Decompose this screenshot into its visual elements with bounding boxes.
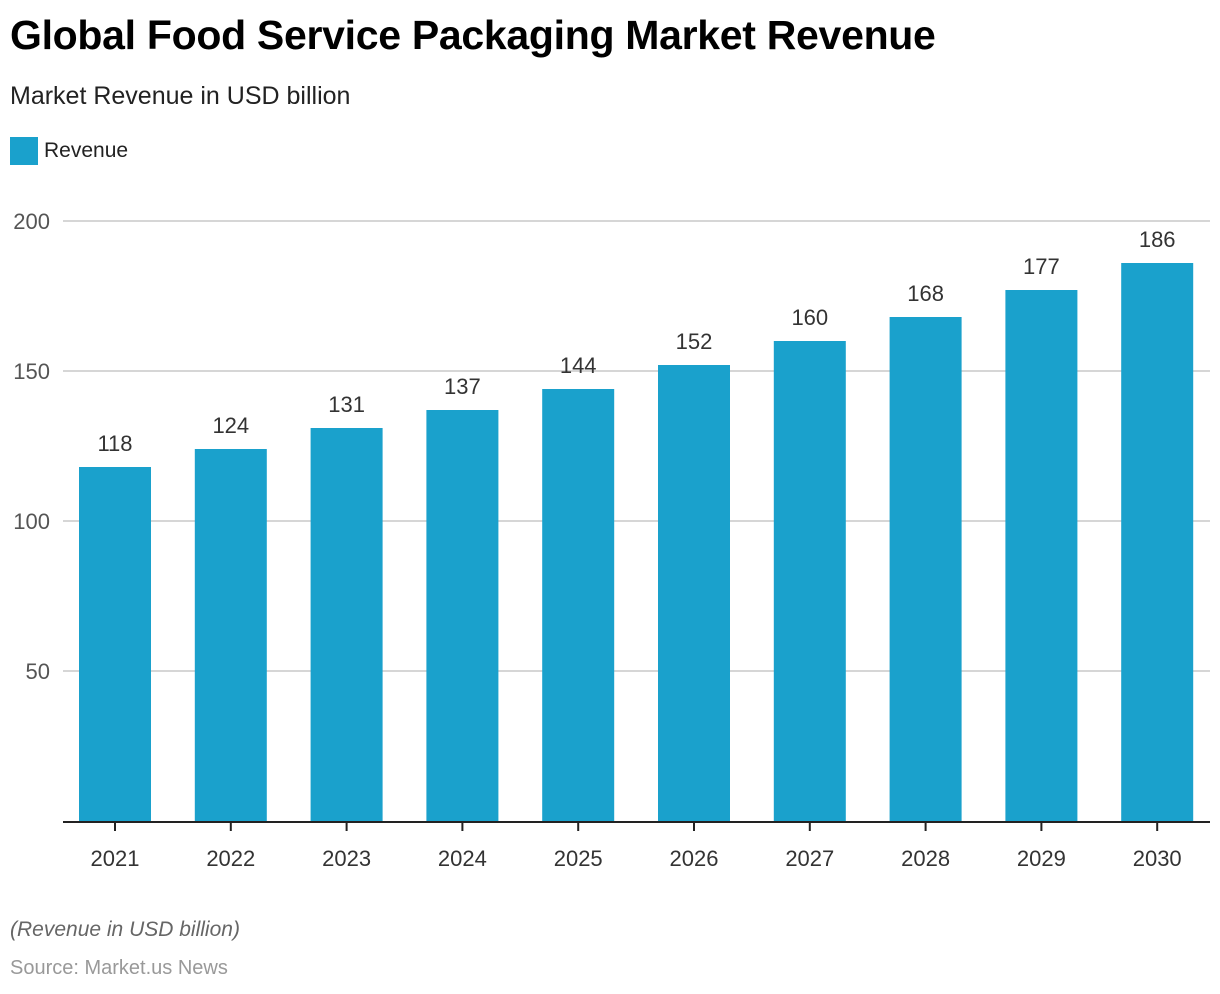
x-axis: 2021 2022 2023 2024 2025 2026 2027 2028 2029 2030 bbox=[63, 821, 1210, 871]
data-label: 160 bbox=[791, 305, 828, 330]
bar bbox=[426, 410, 499, 821]
bar bbox=[773, 341, 846, 821]
data-label: 124 bbox=[212, 413, 249, 438]
data-label: 186 bbox=[1139, 227, 1176, 252]
y-tick-label: 50 bbox=[26, 659, 50, 684]
legend-label: Revenue bbox=[44, 139, 129, 162]
x-tick-label: 2025 bbox=[554, 846, 603, 871]
bar bbox=[889, 317, 962, 821]
x-tick-label: 2027 bbox=[785, 846, 834, 871]
x-tick-label: 2028 bbox=[901, 846, 950, 871]
chart-note: (Revenue in USD billion) bbox=[10, 918, 240, 941]
x-tick-label: 2029 bbox=[1017, 846, 1066, 871]
x-tick-label: 2026 bbox=[670, 846, 719, 871]
data-label: 144 bbox=[560, 353, 597, 378]
chart-title: Global Food Service Packaging Market Rev… bbox=[10, 12, 936, 58]
y-tick-label: 100 bbox=[13, 509, 50, 534]
y-tick-label: 150 bbox=[13, 359, 50, 384]
data-label: 152 bbox=[676, 329, 713, 354]
legend-swatch bbox=[10, 137, 38, 165]
bars bbox=[79, 263, 1194, 821]
x-tick-label: 2024 bbox=[438, 846, 487, 871]
x-tick-label: 2022 bbox=[206, 846, 255, 871]
bar bbox=[1121, 263, 1194, 821]
data-label: 168 bbox=[907, 281, 944, 306]
bar bbox=[1005, 290, 1078, 821]
bar bbox=[658, 365, 730, 821]
data-labels: 118 124 131 137 144 152 160 168 177 186 bbox=[97, 227, 1175, 456]
data-label: 131 bbox=[328, 392, 365, 417]
chart-subtitle: Market Revenue in USD billion bbox=[10, 82, 351, 110]
data-label: 177 bbox=[1023, 254, 1060, 279]
x-tick-label: 2023 bbox=[322, 846, 371, 871]
legend: Revenue bbox=[10, 137, 128, 165]
source-credit: Source: Market.us News bbox=[10, 957, 228, 979]
bar bbox=[194, 449, 267, 821]
x-tick-label: 2030 bbox=[1133, 846, 1182, 871]
bar bbox=[310, 428, 383, 821]
bar bbox=[542, 389, 615, 821]
bar bbox=[79, 467, 151, 821]
data-label: 137 bbox=[444, 374, 481, 399]
y-tick-label: 200 bbox=[13, 209, 50, 234]
y-axis-ticks: 50 100 150 200 bbox=[13, 209, 50, 684]
data-label: 118 bbox=[97, 431, 132, 456]
x-tick-label: 2021 bbox=[91, 846, 140, 871]
